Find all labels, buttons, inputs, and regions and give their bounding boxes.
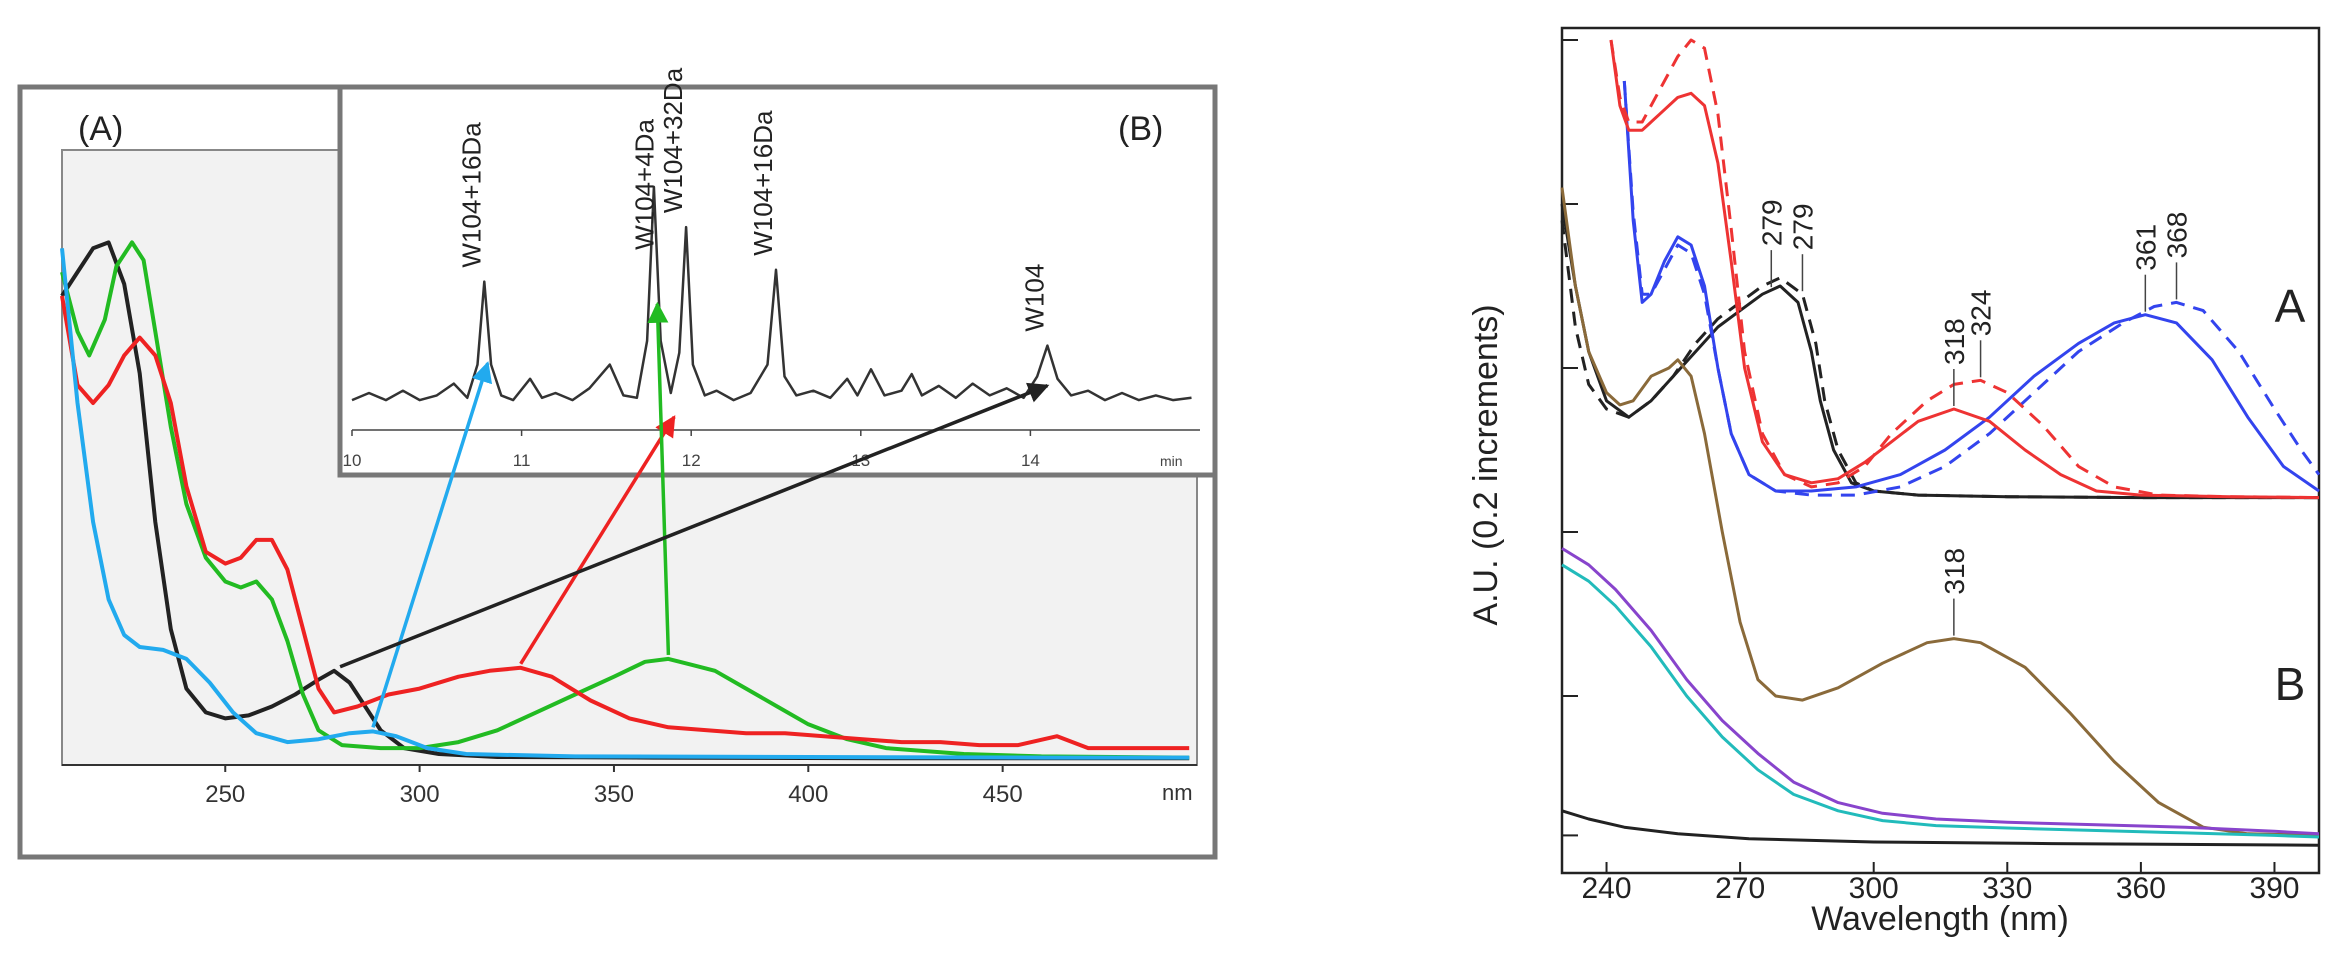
left-x-unit-label: nm	[1162, 780, 1193, 805]
right-x-axis-label: Wavelength (nm)	[1811, 900, 2069, 938]
right-peak-label-3: 324	[1966, 290, 1997, 337]
right-series-B-black-line	[1561, 809, 2320, 847]
right-x-tick-label-360: 360	[2116, 872, 2166, 905]
inset-x-tick-label-10: 10	[343, 451, 362, 470]
right-peak-label-6: 318	[1939, 548, 1970, 595]
inset-x-tick-label-12: 12	[682, 451, 701, 470]
right-x-tick-label-390: 390	[2249, 872, 2299, 905]
right-series-B-cyan-line	[1561, 563, 2320, 839]
left-panel-label: (A)	[78, 110, 123, 148]
right-y-axis-label: A.U. (0.2 increments)	[1467, 304, 1505, 625]
inset-panel-label: (B)	[1118, 110, 1163, 148]
right-peak-label-5: 368	[2162, 212, 2193, 259]
right-y-ticks	[1562, 39, 1578, 837]
inset-peak-label-4: W104	[1019, 264, 1049, 332]
arrow-black-to-peak	[339, 382, 1050, 669]
right-series-B-purple-line	[1561, 547, 2320, 836]
inset-x-tick-label-14: 14	[1021, 451, 1040, 470]
left-x-tick-label-300: 300	[400, 781, 440, 808]
right-x-tick-label-330: 330	[1982, 872, 2032, 905]
inset-series-group	[351, 185, 1192, 402]
right-peak-label-4: 361	[2130, 224, 2161, 271]
inset-peak-label-0: W104+16Da	[456, 122, 486, 268]
left-series-cyan-line	[60, 248, 1190, 760]
right-series-A-red-solid-line	[1609, 39, 2320, 500]
left-x-ticks: 250 300 350 400 450	[205, 765, 1023, 808]
right-series-A-blue-solid-line	[1622, 80, 2320, 493]
right-series-A-red-dashed-line	[1609, 38, 2320, 500]
left-series-group	[60, 240, 1190, 761]
right-peak-label-2: 318	[1939, 318, 1970, 365]
left-series-black-line	[60, 240, 1190, 761]
right-group-label-b: B	[2275, 658, 2306, 710]
left-series-red-line	[60, 295, 1190, 751]
right-x-tick-label-270: 270	[1715, 872, 1765, 905]
right-series-B-brown-line	[1560, 187, 2320, 837]
right-x-tick-label-300: 300	[1849, 872, 1899, 905]
left-x-tick-label-450: 450	[983, 781, 1023, 808]
right-x-ticks: 240 270 300 330 360 390	[1581, 862, 2300, 905]
right-peak-label-1: 279	[1788, 203, 1819, 250]
inset-peak-label-2: W104+32Da	[658, 67, 688, 213]
inset-x-unit-label: min	[1160, 453, 1183, 469]
left-x-tick-label-400: 400	[788, 781, 828, 808]
left-series-green-line	[60, 240, 1190, 760]
arrow-cyan-to-peak	[371, 361, 493, 728]
inset-x-tick-label-11: 11	[513, 451, 531, 470]
right-series-group	[1560, 38, 2321, 847]
right-plot-frame	[1560, 26, 2321, 875]
inset-peak-label-1: W104+4Da	[629, 119, 659, 250]
left-x-tick-label-350: 350	[594, 781, 634, 808]
arrow-green-to-peak	[647, 301, 671, 655]
right-peak-label-0: 279	[1756, 199, 1787, 246]
arrow-red-to-peak	[519, 415, 676, 665]
left-arrows-group	[339, 301, 1050, 728]
left-x-tick-label-250: 250	[205, 781, 245, 808]
right-series-A-blue-dashed-line	[1622, 80, 2321, 497]
inset-peak-label-3: W104+16Da	[748, 110, 778, 256]
inset-series-chromatogram-line	[351, 185, 1192, 402]
right-figure: 240 270 300 330 360 390 A.U. (0.2 increments)…	[1467, 26, 2321, 938]
right-x-tick-label-240: 240	[1581, 872, 1631, 905]
right-group-label-a: A	[2275, 280, 2306, 332]
